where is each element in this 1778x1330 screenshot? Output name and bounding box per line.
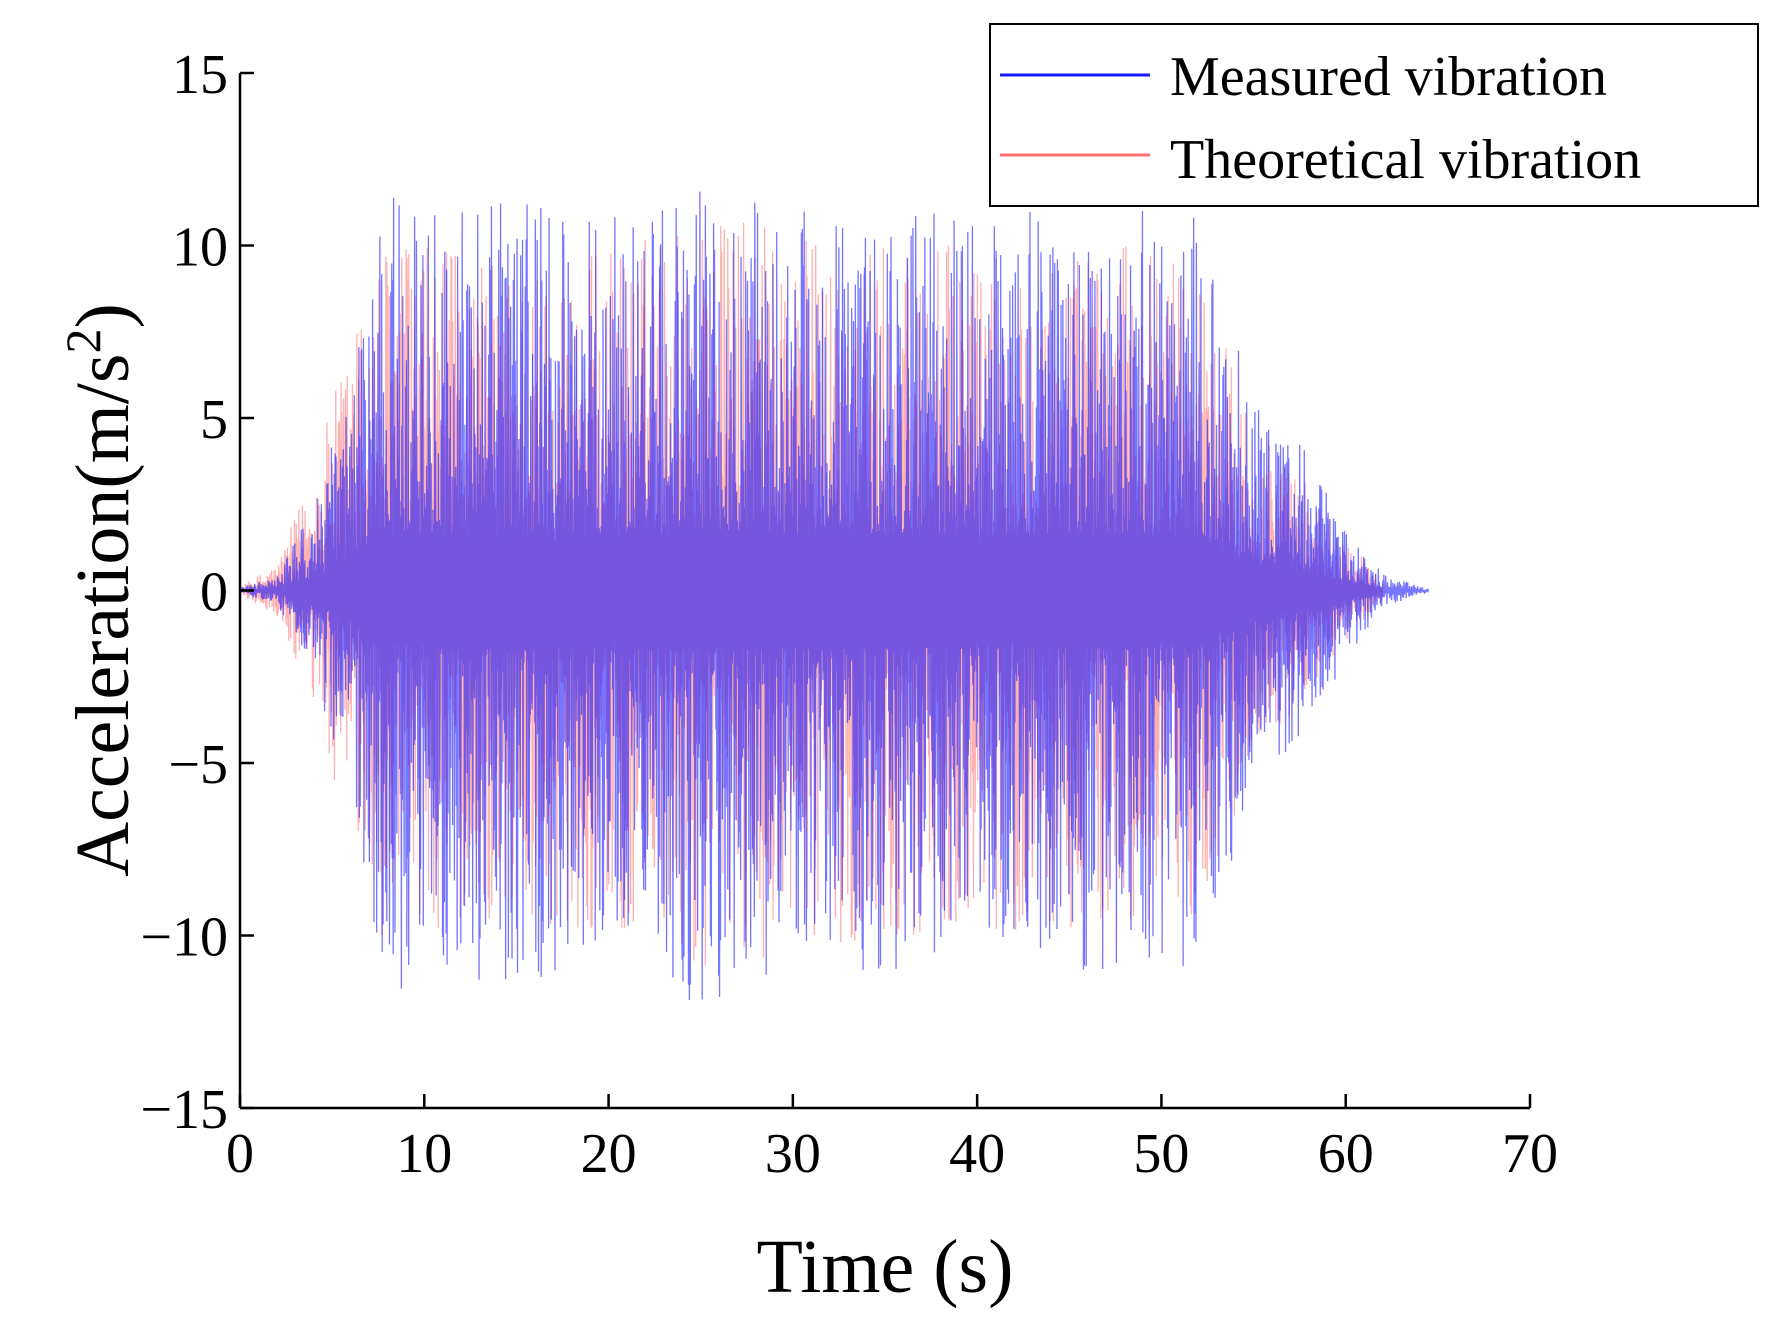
y-tick-label: 10 — [172, 217, 228, 279]
x-tick-label: 30 — [765, 1123, 821, 1185]
x-tick-label: 20 — [581, 1123, 637, 1185]
y-axis-title: Acceleration(m/s2) — [55, 303, 145, 877]
x-tick-label: 70 — [1502, 1123, 1558, 1185]
legend-box — [989, 23, 1759, 207]
series-layer — [239, 191, 1430, 1001]
x-tick-label: 50 — [1133, 1123, 1189, 1185]
y-tick-label: 5 — [200, 389, 228, 451]
x-axis-title: Time (s) — [757, 1225, 1014, 1309]
y-tick-label: −5 — [168, 734, 228, 796]
y-tick-label: 15 — [172, 44, 228, 106]
x-tick-label: 40 — [949, 1123, 1005, 1185]
y-tick-label: 0 — [200, 562, 228, 624]
y-tick-label: −10 — [140, 907, 228, 969]
y-axis-title-main: Acceleration(m/s — [61, 353, 145, 876]
x-tick-label: 10 — [396, 1123, 452, 1185]
y-axis-title-close: ) — [61, 303, 145, 328]
x-ticks: 0 10 20 30 40 50 60 70 — [226, 1094, 1558, 1185]
series-line-measured — [239, 191, 1430, 1001]
y-axis-title-superscript: 2 — [55, 328, 111, 353]
x-tick-label: 0 — [226, 1123, 254, 1185]
y-ticks: 15 10 5 0 −5 −10 −15 — [140, 44, 254, 1141]
legend-label-theoretical: Theoretical vibration — [1170, 129, 1641, 191]
x-tick-label: 60 — [1318, 1123, 1374, 1185]
y-tick-label: −15 — [140, 1079, 228, 1141]
legend: Measured vibration Theoretical vibration — [989, 23, 1759, 207]
legend-label-measured: Measured vibration — [1170, 46, 1607, 108]
